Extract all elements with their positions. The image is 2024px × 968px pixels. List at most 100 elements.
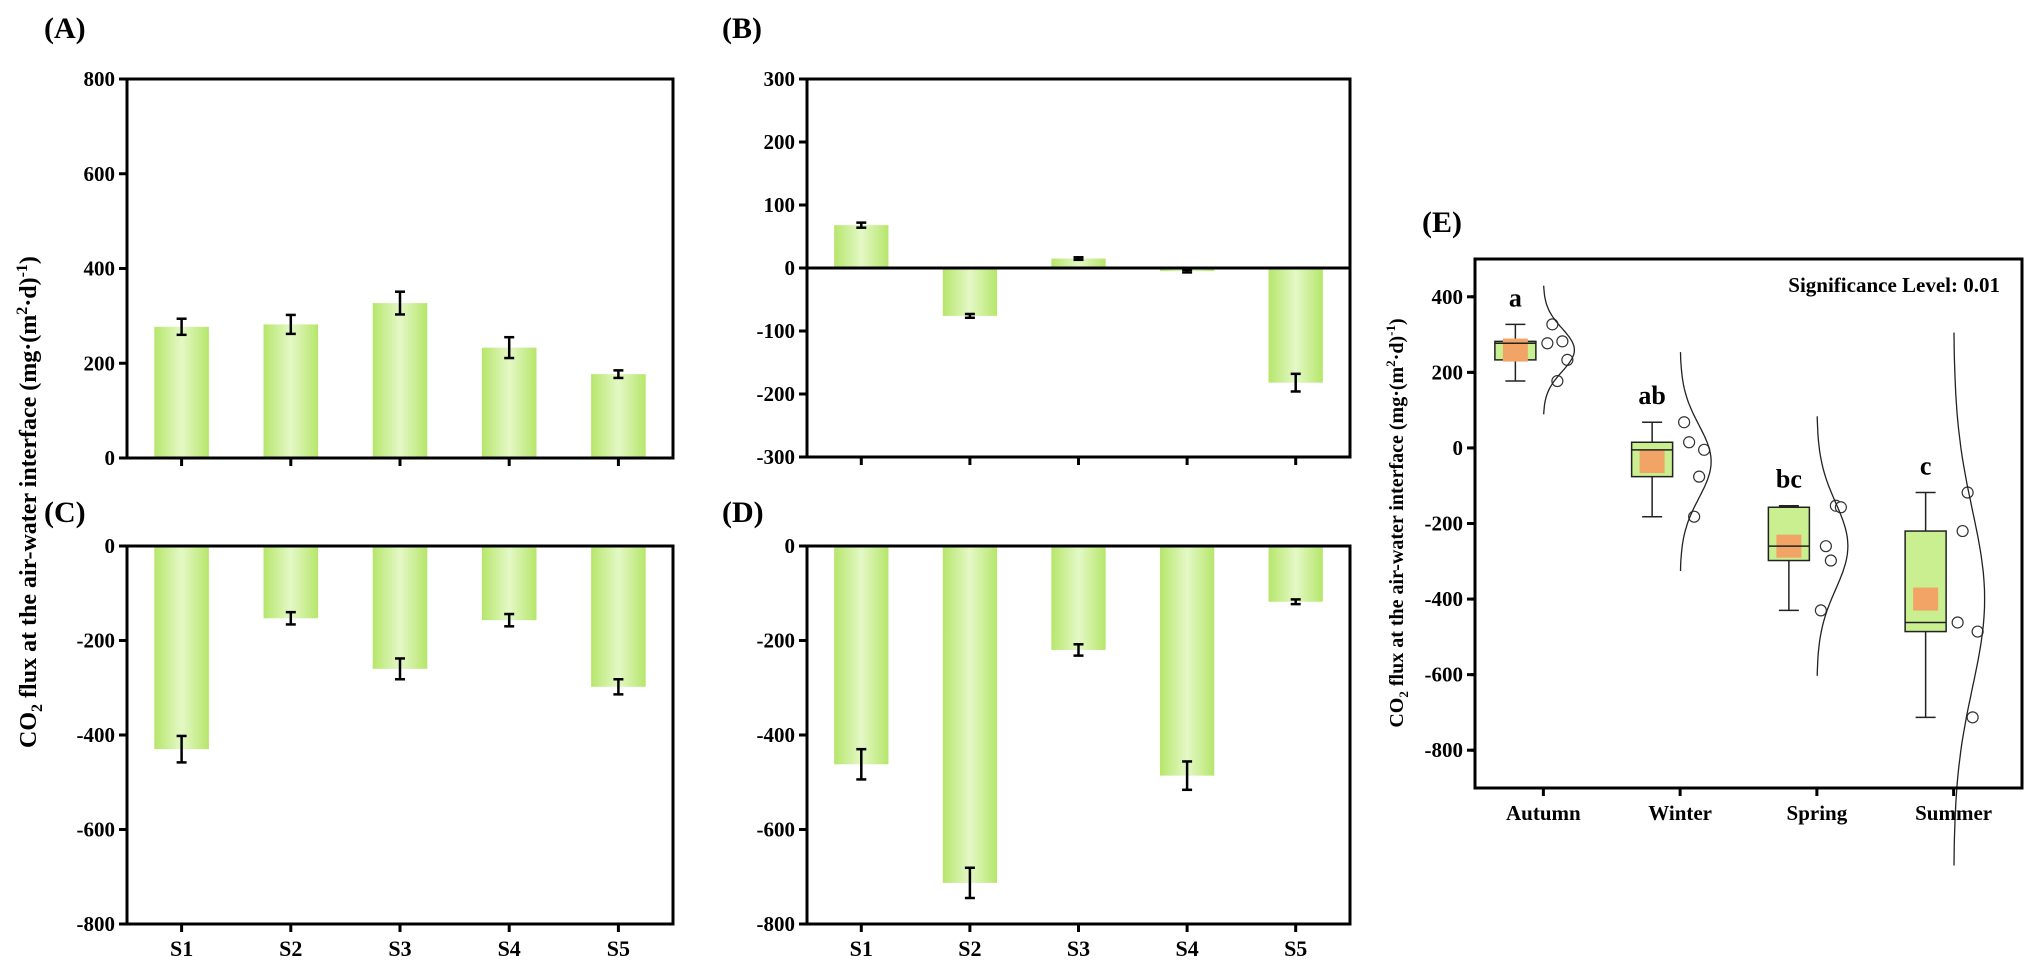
error-bar: [395, 290, 405, 316]
y-tick-label: 0: [785, 534, 796, 558]
box-autumn: a: [1494, 283, 1576, 415]
ylabel-e-co: CO: [1386, 698, 1408, 728]
y-tick-label: 0: [105, 534, 116, 558]
error-bar: [964, 866, 975, 900]
y-tick-label: -400: [77, 723, 116, 747]
y-tick-label: 400: [1432, 285, 1464, 309]
x-tick-label: S4: [498, 936, 521, 961]
data-point: [1551, 374, 1564, 388]
y-tick-label: 600: [84, 162, 116, 186]
y-tick-label: 0: [785, 256, 796, 280]
plot-frame: [125, 544, 675, 926]
y-tick-label: -200: [757, 629, 796, 653]
y-tick-label: -200: [1425, 512, 1464, 536]
y-tick-label: 300: [764, 67, 796, 91]
bar-s4: [481, 347, 537, 458]
box-spring: bc: [1767, 416, 1849, 676]
error-bar: [1073, 256, 1084, 262]
bar-s1: [154, 546, 209, 750]
bar-s2: [263, 324, 319, 458]
error-bar: [1290, 372, 1301, 393]
bar-s3: [372, 546, 428, 669]
x-tick-label: S1: [170, 936, 193, 961]
x-tick-label: Autumn: [1506, 801, 1581, 825]
ylabel-end: ): [16, 256, 42, 264]
x-tick-label: S5: [607, 936, 630, 961]
error-bar: [504, 335, 515, 360]
mean-marker: [1913, 587, 1939, 611]
error-bar: [504, 612, 515, 628]
ylabel-sub: 2: [29, 704, 46, 712]
bar-s4: [481, 546, 537, 621]
y-axis-label-bars: CO2 flux at the air-water interface (mg·…: [14, 256, 46, 748]
significance-label: Significance Level: 0.01: [1788, 273, 2000, 297]
significance-letter: ab: [1638, 381, 1665, 410]
error-bar: [1073, 643, 1084, 657]
x-tick-label: S3: [1067, 936, 1090, 961]
data-point: [1956, 524, 1969, 538]
error-bar: [176, 317, 187, 337]
significance-letter: a: [1509, 283, 1522, 312]
y-tick-label: 200: [84, 351, 116, 375]
y-tick-label: 200: [1432, 360, 1464, 384]
y-tick-label: -200: [77, 629, 116, 653]
panel-e: a Autumn ab Winter bc Spring c Summer -800 -600 -4…: [1425, 257, 2024, 866]
bar-s5: [591, 546, 646, 687]
bar-s1: [154, 326, 209, 458]
error-bar: [856, 221, 867, 229]
panel-label-c: (C): [44, 496, 86, 529]
bar-s3: [1051, 258, 1106, 268]
bar-s5: [1268, 268, 1323, 383]
error-bar: [1182, 760, 1193, 792]
bar-s4: [1159, 546, 1215, 776]
box-summer: c: [1904, 332, 1986, 866]
panel-a: 0 200 400 600 800: [84, 67, 675, 470]
bar-s5: [1268, 546, 1323, 602]
x-tick-label: S4: [1175, 936, 1198, 961]
y-tick-label: 200: [764, 130, 796, 154]
bar-s5: [591, 374, 646, 458]
error-bar: [285, 313, 296, 336]
x-tick-label: Summer: [1915, 801, 1992, 825]
data-point: [1556, 335, 1569, 348]
y-tick-label: 0: [105, 446, 116, 470]
bar-s2: [942, 546, 998, 883]
panel-label-a: (A): [44, 12, 86, 45]
x-tick-label: S2: [958, 936, 981, 961]
ylabel-e-sub: 2: [1396, 691, 1411, 698]
error-bar: [613, 677, 624, 696]
bar-s3: [1051, 546, 1106, 650]
panel-label-b: (B): [722, 12, 762, 45]
distribution-curve: [1679, 352, 1712, 572]
panel-label-d: (D): [722, 496, 764, 529]
panel-c: S1 S2 S3 S4 S5 -800 -600 -400 -200 0: [77, 534, 675, 961]
y-tick-label: 400: [84, 257, 116, 281]
distribution-curve: [1543, 285, 1576, 415]
ylabel-sup2: 2: [14, 307, 31, 315]
panel-d: S1 S2 S3 S4 S5 -800 -600 -400 -200 0: [757, 534, 1352, 961]
distribution-curve: [1953, 332, 1986, 866]
y-tick-label: 800: [84, 67, 116, 91]
iqr-box: [1904, 530, 1947, 633]
y-tick-label: 0: [1453, 436, 1464, 460]
ylabel-e-d: ·d): [1386, 336, 1408, 360]
ylabel-d: ·d): [16, 277, 42, 306]
data-point: [1951, 616, 1964, 629]
y-tick-label: -300: [757, 445, 796, 469]
data-point: [1824, 554, 1837, 567]
significance-letter: c: [1920, 452, 1932, 481]
data-point: [1678, 416, 1691, 429]
y-tick-label: -400: [757, 723, 796, 747]
plot-frame: [125, 77, 675, 460]
error-bar: [395, 657, 405, 681]
mean-marker: [1639, 450, 1665, 474]
error-bar: [964, 312, 975, 320]
x-tick-label: S2: [279, 936, 302, 961]
bar-s2: [942, 268, 998, 316]
bar-s1: [834, 225, 889, 268]
ylabel-e-end: ): [1386, 318, 1408, 325]
data-point: [1814, 604, 1827, 617]
ylabel-mid: flux at the air-water interface (mg·(m: [16, 315, 42, 704]
ylabel-co: CO: [16, 712, 42, 748]
